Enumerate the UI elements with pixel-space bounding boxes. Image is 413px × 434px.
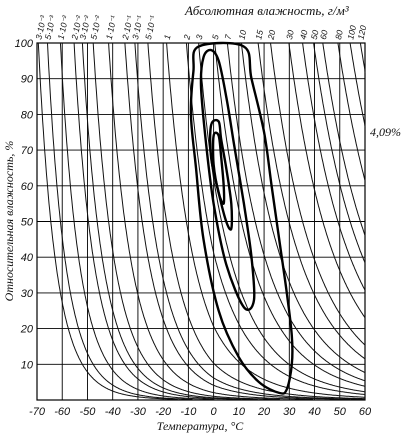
x-tick-label: 40 bbox=[308, 406, 321, 418]
absolute-humidity-curve bbox=[73, 42, 242, 400]
absolute-humidity-curve bbox=[322, 42, 366, 236]
x-tick-label: -10 bbox=[180, 406, 197, 418]
absolute-humidity-label: 5·10⁻¹ bbox=[143, 14, 158, 40]
absolute-humidity-curve bbox=[81, 42, 258, 400]
frequency-contour-2 bbox=[199, 48, 256, 311]
absolute-humidity-label: 40 bbox=[298, 29, 310, 41]
absolute-humidity-curve bbox=[37, 42, 178, 400]
absolute-humidity-curve bbox=[147, 42, 365, 400]
absolute-humidity-curve bbox=[257, 42, 366, 360]
x-tick-label: -20 bbox=[155, 406, 172, 418]
absolute-humidity-curve bbox=[185, 42, 366, 395]
x-tick-label: 0 bbox=[211, 406, 218, 418]
absolute-humidity-curve bbox=[47, 42, 193, 400]
absolute-humidity-curve bbox=[226, 42, 366, 382]
y-tick-label: 40 bbox=[21, 252, 34, 264]
absolute-humidity-label: 5 bbox=[210, 33, 221, 40]
absolute-humidity-label: 60 bbox=[318, 29, 330, 41]
frequency-contour-1 bbox=[189, 41, 294, 395]
absolute-humidity-curve bbox=[214, 42, 366, 387]
absolute-humidity-label: 10 bbox=[237, 29, 249, 41]
y-tick-label: 100 bbox=[15, 38, 34, 50]
absolute-humidity-label: 7 bbox=[223, 33, 234, 40]
y-axis-label: Относительная влажность, % bbox=[2, 141, 16, 302]
x-tick-label: 10 bbox=[233, 406, 246, 418]
absolute-humidity-curve bbox=[134, 42, 365, 400]
x-tick-label: -30 bbox=[130, 406, 147, 418]
x-tick-label: -50 bbox=[80, 406, 97, 418]
x-tick-label: -40 bbox=[105, 406, 122, 418]
absolute-humidity-label: 1·10⁻² bbox=[56, 13, 71, 40]
absolute-humidity-label: 20 bbox=[265, 29, 277, 42]
absolute-humidity-label: 120 bbox=[356, 24, 369, 40]
absolute-humidity-label: 3·10⁻¹ bbox=[130, 14, 145, 40]
absolute-humidity-curve bbox=[313, 42, 366, 264]
x-tick-label: 50 bbox=[334, 406, 347, 418]
y-tick-label: 20 bbox=[20, 324, 34, 336]
absolute-humidity-curve bbox=[302, 42, 366, 291]
x-tick-label: -60 bbox=[54, 406, 71, 418]
absolute-humidity-label: 3 bbox=[194, 33, 205, 40]
x-tick-label: 60 bbox=[359, 406, 372, 418]
y-tick-label: 90 bbox=[21, 74, 34, 86]
absolute-humidity-label: 50 bbox=[309, 29, 321, 41]
y-tick-label: 80 bbox=[21, 109, 34, 121]
frequency-contour-4 bbox=[211, 131, 226, 205]
absolute-humidity-label: 15 bbox=[253, 29, 265, 41]
absolute-humidity-curves bbox=[37, 42, 366, 400]
absolute-humidity-label: 1 bbox=[162, 33, 173, 40]
absolute-humidity-curve bbox=[108, 42, 313, 400]
absolute-humidity-curve bbox=[198, 42, 366, 393]
chart-title: Абсолютная влажность, г/м³ bbox=[184, 3, 350, 18]
absolute-humidity-curve bbox=[349, 42, 366, 127]
y-tick-label: 50 bbox=[21, 217, 34, 229]
absolute-humidity-label: 1·10⁻¹ bbox=[104, 14, 119, 40]
absolute-humidity-curve bbox=[92, 42, 280, 400]
absolute-humidity-label: 80 bbox=[333, 29, 345, 41]
absolute-humidity-curve bbox=[359, 42, 366, 74]
absolute-humidity-label: 30 bbox=[284, 29, 296, 41]
contour-annotation: 4,09% bbox=[370, 125, 401, 139]
x-tick-labels: -70 -60 -50 -40 -30 -20 -10 0 10 20 30 40 50 60 bbox=[29, 406, 372, 418]
absolute-humidity-curve bbox=[270, 42, 366, 346]
contour-layer bbox=[189, 41, 294, 395]
x-tick-label: 30 bbox=[283, 406, 296, 418]
absolute-humidity-curve bbox=[288, 42, 366, 319]
x-tick-label: -70 bbox=[29, 406, 46, 418]
absolute-humidity-curve bbox=[166, 42, 366, 398]
absolute-humidity-curve bbox=[59, 42, 215, 400]
x-axis-label: Температура, °С bbox=[157, 419, 245, 433]
absolute-humidity-curve bbox=[124, 42, 351, 400]
y-tick-label: 60 bbox=[21, 181, 34, 193]
y-tick-labels: 10 20 30 40 50 60 70 80 90 100 bbox=[15, 38, 34, 371]
absolute-humidity-curve bbox=[337, 42, 366, 181]
absolute-humidity-label: 100 bbox=[345, 24, 358, 40]
x-tick-label: 20 bbox=[257, 406, 271, 418]
absolute-humidity-label: 2 bbox=[181, 33, 192, 41]
y-tick-label: 30 bbox=[21, 288, 34, 300]
y-tick-label: 70 bbox=[21, 145, 34, 157]
absolute-humidity-curve bbox=[240, 42, 366, 374]
y-tick-label: 10 bbox=[21, 359, 34, 371]
